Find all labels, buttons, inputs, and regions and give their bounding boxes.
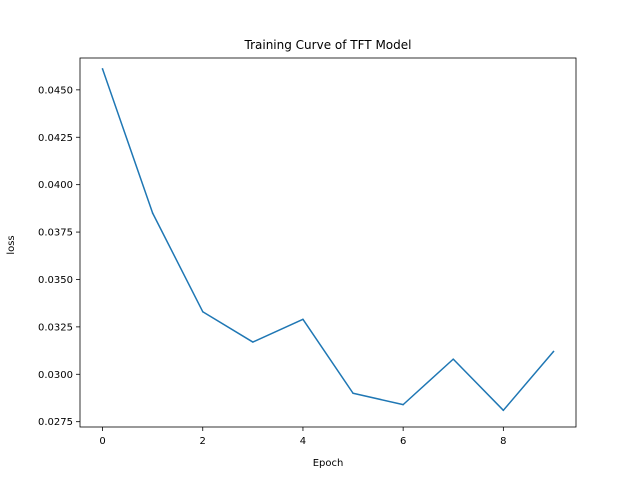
y-tick-label: 0.0375 bbox=[38, 228, 73, 239]
x-tick-label: 8 bbox=[500, 436, 506, 447]
data-point bbox=[101, 68, 104, 70]
axes-frame bbox=[79, 57, 577, 428]
data-point bbox=[552, 350, 555, 353]
plot-area: 0 2 4 6 8 0.0275 0.0300 0.0325 0.0350 0.0375 0.040… bbox=[38, 57, 577, 447]
x-tick-label: 2 bbox=[200, 436, 206, 447]
y-tick-label: 0.0400 bbox=[38, 180, 73, 191]
y-tick-label: 0.0350 bbox=[38, 275, 73, 286]
data-point bbox=[352, 392, 354, 394]
data-point bbox=[151, 212, 154, 214]
y-axis-label: loss bbox=[6, 235, 17, 254]
x-tick-label: 4 bbox=[300, 436, 306, 447]
data-point bbox=[402, 403, 404, 406]
y-tick-label: 0.0425 bbox=[38, 133, 73, 144]
x-axis-label: Epoch bbox=[313, 458, 344, 469]
data-point bbox=[201, 310, 204, 313]
series-line bbox=[101, 68, 555, 412]
data-point bbox=[252, 341, 254, 343]
data-point bbox=[502, 409, 505, 412]
x-tick-label: 0 bbox=[99, 436, 105, 447]
y-tick-label: 0.0450 bbox=[38, 85, 73, 96]
y-tick-label: 0.0325 bbox=[38, 322, 73, 333]
data-point bbox=[452, 358, 455, 360]
x-tick-label: 6 bbox=[400, 436, 406, 447]
y-tick-label: 0.0300 bbox=[38, 370, 73, 381]
y-tick-label: 0.0275 bbox=[38, 417, 73, 428]
data-point bbox=[302, 318, 304, 321]
chart-title: Training Curve of TFT Model bbox=[244, 38, 412, 52]
